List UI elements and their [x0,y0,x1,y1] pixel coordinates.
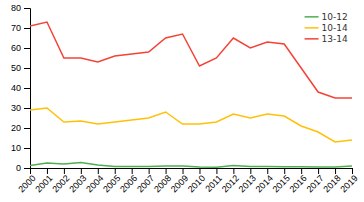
y-tick-label: 30 [11,103,21,113]
x-tick: 2010 [186,168,207,194]
x-tick-label: 2014 [254,173,275,194]
y-tick: 40 [11,83,30,93]
x-tick-label: 2009 [169,173,190,194]
x-tick-label: 2005 [101,173,122,194]
x-tick-label: 2018 [321,173,342,194]
legend: 10-1210-1413-14 [305,12,348,44]
x-tick-label: 2017 [305,173,326,194]
x-tick: 2005 [101,168,122,194]
y-tick-label: 60 [11,43,21,53]
x-tick: 2009 [169,168,190,194]
legend-label: 10-14 [322,23,348,33]
chart: 2000200120022003200420052006200720082009… [0,0,364,202]
x-tick: 2018 [321,168,342,194]
x-tick-label: 2016 [288,173,309,194]
x-tick-label: 2001 [33,173,54,194]
x-tick-label: 2012 [220,173,241,194]
x-tick-label: 2010 [186,173,207,194]
x-tick: 2017 [305,168,326,194]
y-tick: 50 [11,63,30,73]
x-tick: 2003 [67,168,88,194]
x-tick-label: 2011 [203,173,224,194]
series-line [30,162,352,167]
legend-swatch [305,16,319,18]
y-tick-mark [24,88,30,89]
x-tick: 2019 [338,168,359,194]
series-line [30,22,352,98]
x-tick: 2012 [220,168,241,194]
x-tick-label: 2015 [271,173,292,194]
x-tick: 2004 [84,168,105,194]
y-tick-label: 0 [16,163,21,173]
y-axis-line [24,9,31,169]
y-tick: 60 [11,43,30,53]
x-tick: 2001 [33,168,54,194]
x-tick: 2014 [254,168,275,194]
y-tick: 10 [11,143,30,153]
y-tick-mark [24,68,30,69]
x-tick: 2015 [271,168,292,194]
x-tick: 2008 [152,168,173,194]
x-tick-label: 2004 [84,173,105,194]
x-tick: 2016 [288,168,309,194]
x-tick-label: 2019 [338,173,359,194]
y-tick-mark [24,28,30,29]
y-tick: 20 [11,123,30,133]
x-tick: 2006 [118,168,139,194]
x-tick: 2007 [135,168,156,194]
lines [30,22,352,167]
x-tick-label: 2013 [237,173,258,194]
legend-item: 13-14 [305,34,348,44]
y-tick: 80 [11,3,30,13]
y-tick-mark [24,8,30,9]
legend-swatch [305,27,319,29]
y-tick: 30 [11,103,30,113]
y-tick-label: 70 [11,23,21,33]
legend-swatch [305,38,319,40]
legend-label: 10-12 [322,12,348,22]
y-tick: 0 [16,163,30,173]
y-tick-mark [24,108,30,109]
y-tick-mark [24,128,30,129]
legend-label: 13-14 [322,34,348,44]
x-tick: 2002 [50,168,71,194]
x-tick-label: 2003 [67,173,88,194]
x-tick: 2011 [203,168,224,194]
y-tick-label: 80 [11,3,21,13]
y-tick-label: 20 [11,123,21,133]
y-axis: 0 10 20 30 40 50 60 70 80 [11,3,31,173]
x-tick-label: 2002 [50,173,71,194]
y-tick: 70 [11,23,30,33]
y-tick-mark [24,48,30,49]
legend-item: 10-14 [305,23,348,33]
x-tick-label: 2000 [16,173,37,194]
x-tick: 2013 [237,168,258,194]
y-tick-mark [24,168,30,169]
x-axis-line [31,169,353,175]
y-tick-label: 40 [11,83,21,93]
series-line [30,108,352,142]
y-tick-mark [24,148,30,149]
legend-item: 10-12 [305,12,348,22]
x-tick-label: 2006 [118,173,139,194]
x-axis: 2000200120022003200420052006200720082009… [16,168,359,194]
y-tick-label: 10 [11,143,21,153]
x-tick-label: 2008 [152,173,173,194]
y-tick-label: 50 [11,63,21,73]
plot: 2000200120022003200420052006200720082009… [11,3,360,194]
x-tick-label: 2007 [135,173,156,194]
